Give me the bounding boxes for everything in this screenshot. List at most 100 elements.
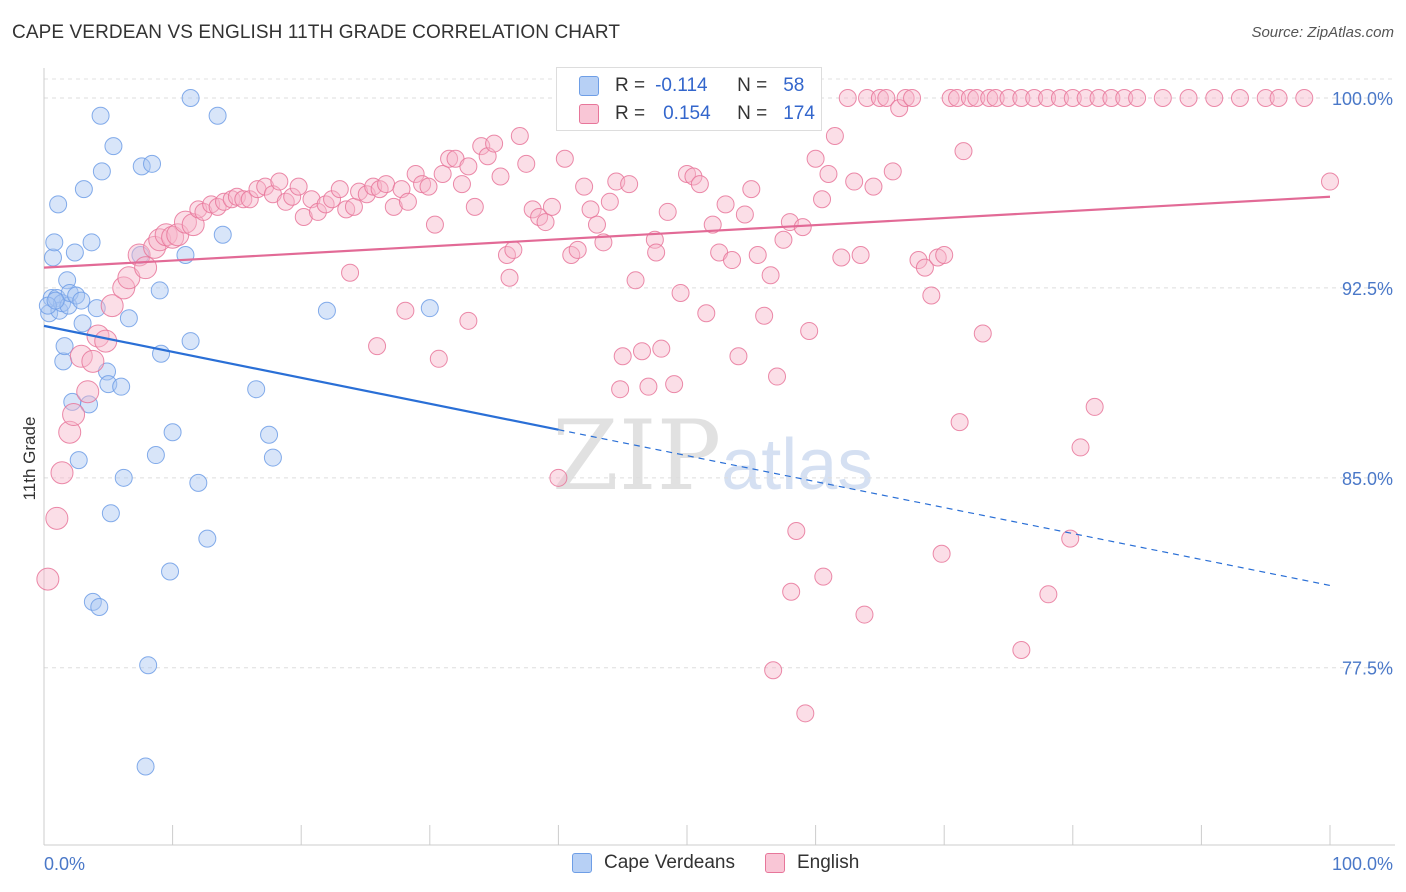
cape-verdean-point [139,656,158,675]
cape-verdean-point [112,377,131,396]
watermark-zip: ZIP [552,400,722,512]
watermark: ZIPatlas [552,400,873,512]
english-point [716,195,735,214]
english-point [967,88,986,107]
cape-verdean-point [73,314,92,333]
english-point [973,324,992,343]
legend-n-value: 174 [783,103,815,124]
english-point [587,215,606,234]
english-point [690,175,709,194]
english-point [1295,88,1314,107]
cape-verdean-point [146,446,165,465]
english-point [613,347,632,366]
english-point [384,197,403,216]
legend-swatch-blue [579,76,599,96]
english-point [283,187,302,206]
english-point [459,311,478,330]
english-trend-line [43,195,1331,269]
english-point [1269,88,1288,107]
english-point [800,321,819,340]
english-point [903,88,922,107]
english-point [36,567,60,591]
english-point [665,375,684,394]
english-point [429,349,448,368]
cape-verdean-point [104,137,123,156]
english-point [536,213,555,232]
english-point [950,413,969,432]
english-point [62,403,86,427]
english-point [433,164,452,183]
chart-title: CAPE VERDEAN VS ENGLISH 11TH GRADE CORRE… [12,22,621,43]
english-point [76,380,100,404]
cape-verdean-point [54,352,73,371]
english-point [909,251,928,270]
english-point [755,306,774,325]
english-point [954,142,973,161]
legend-r-label: R = [615,75,646,96]
english-point [406,164,425,183]
english-point [69,344,93,368]
english-point [465,197,484,216]
english-point [117,266,141,290]
english-point [764,661,783,680]
english-point [1063,88,1082,107]
english-point [234,190,253,209]
cape-verdean-point [101,504,120,523]
cape-verdean-point [132,157,151,176]
english-point [774,230,793,249]
cape-verdean-point [247,380,266,399]
english-point [915,258,934,277]
english-point [600,192,619,211]
cape-verdean-point [55,337,74,356]
cape-verdean-point [90,597,109,616]
english-point [1179,88,1198,107]
cape-verdean-point [150,281,169,300]
english-point [735,205,754,224]
legend-item-english[interactable]: English [765,852,859,874]
cape-verdean-point [69,451,88,470]
english-point [1025,88,1044,107]
english-point [1085,397,1104,416]
data-points [36,88,1339,776]
english-point [932,544,951,563]
english-point [1012,88,1031,107]
cape-verdean-trend-line [43,324,559,431]
english-point [256,177,275,196]
english-point [761,266,780,285]
cape-verdean-point [263,448,282,467]
cape-verdean-point [91,106,110,125]
english-point [398,192,417,211]
english-point [870,88,889,107]
english-point [890,99,909,118]
english-point [555,149,574,168]
english-point [703,215,722,234]
english-point [581,200,600,219]
english-point [611,380,630,399]
english-point [549,468,568,487]
cape-verdean-point [65,243,84,262]
cape-verdean-point [213,225,232,244]
english-point [742,180,761,199]
english-point [100,294,124,318]
legend-r-value: 0.154 [663,103,711,124]
cape-verdean-point [67,286,86,305]
english-point [729,347,748,366]
y-axis-label: 11th Grade [20,417,39,501]
english-point [368,337,387,356]
english-point [575,177,594,196]
legend-item-cape-verdeans[interactable]: Cape Verdeans [572,852,735,874]
english-point [819,164,838,183]
cape-verdean-point [181,88,200,107]
legend-swatch-pink [579,104,599,124]
english-point [1039,585,1058,604]
english-point [1128,88,1147,107]
english-point [289,177,308,196]
english-point [948,88,967,107]
legend-swatch-blue [572,853,592,873]
english-point [459,157,478,176]
english-point [440,149,459,168]
english-point [134,256,158,280]
english-point [782,582,801,601]
english-point [542,197,561,216]
